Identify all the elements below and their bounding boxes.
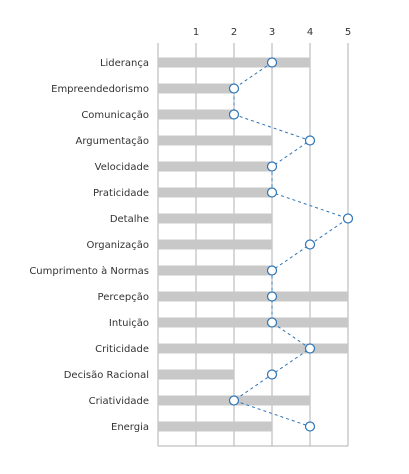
- line-point: [228, 109, 240, 120]
- line-point: [304, 135, 316, 146]
- bar: [158, 369, 234, 380]
- bar: [158, 213, 272, 224]
- line-point: [266, 265, 278, 276]
- bar: [158, 83, 234, 94]
- line-point: [266, 291, 278, 302]
- line-point: [304, 239, 316, 250]
- bars-layer: [158, 57, 348, 432]
- bar: [158, 291, 348, 302]
- line-point: [228, 395, 240, 406]
- category-label: Decisão Racional: [64, 370, 149, 381]
- x-tick-label: 4: [307, 27, 313, 38]
- bar: [158, 161, 272, 172]
- bar: [158, 343, 348, 354]
- category-label: Cumprimento à Normas: [29, 265, 149, 277]
- line-point: [228, 83, 240, 94]
- bar: [158, 239, 272, 250]
- category-label: Criticidade: [95, 344, 149, 355]
- ticks-layer: 1 2 3 4 5: [193, 27, 351, 38]
- category-label: Intuição: [109, 318, 149, 329]
- category-label: Detalhe: [110, 214, 149, 225]
- bar: [158, 187, 272, 198]
- x-tick-label: 1: [193, 27, 199, 38]
- line-point: [266, 161, 278, 172]
- category-label: Praticidade: [93, 188, 149, 199]
- line-point: [266, 187, 278, 198]
- category-label: Energia: [111, 422, 149, 433]
- line-point: [266, 317, 278, 328]
- category-label: Velocidade: [95, 162, 149, 173]
- category-label: Comunicação: [81, 110, 149, 121]
- x-tick-label: 3: [269, 27, 275, 38]
- line-point: [342, 213, 354, 224]
- line-point: [266, 57, 278, 68]
- bar: [158, 135, 272, 146]
- bar: [158, 265, 272, 276]
- bar: [158, 57, 310, 68]
- x-tick-label: 2: [231, 27, 237, 38]
- labels-layer: Liderança Empreendedorismo Comunicação Argu…: [29, 58, 149, 433]
- category-label: Argumentação: [76, 136, 150, 147]
- line-point: [304, 421, 316, 432]
- category-label: Percepção: [98, 292, 149, 303]
- markers-layer: [228, 57, 354, 432]
- line-point: [304, 343, 316, 354]
- line-point: [266, 369, 278, 380]
- category-label: Organização: [86, 240, 149, 251]
- category-label: Criatividade: [89, 396, 149, 407]
- bar: [158, 317, 348, 328]
- bar: [158, 109, 234, 120]
- category-label: Empreendedorismo: [51, 84, 149, 95]
- bar: [158, 421, 272, 432]
- category-label: Liderança: [100, 58, 149, 69]
- x-tick-label: 5: [345, 27, 351, 38]
